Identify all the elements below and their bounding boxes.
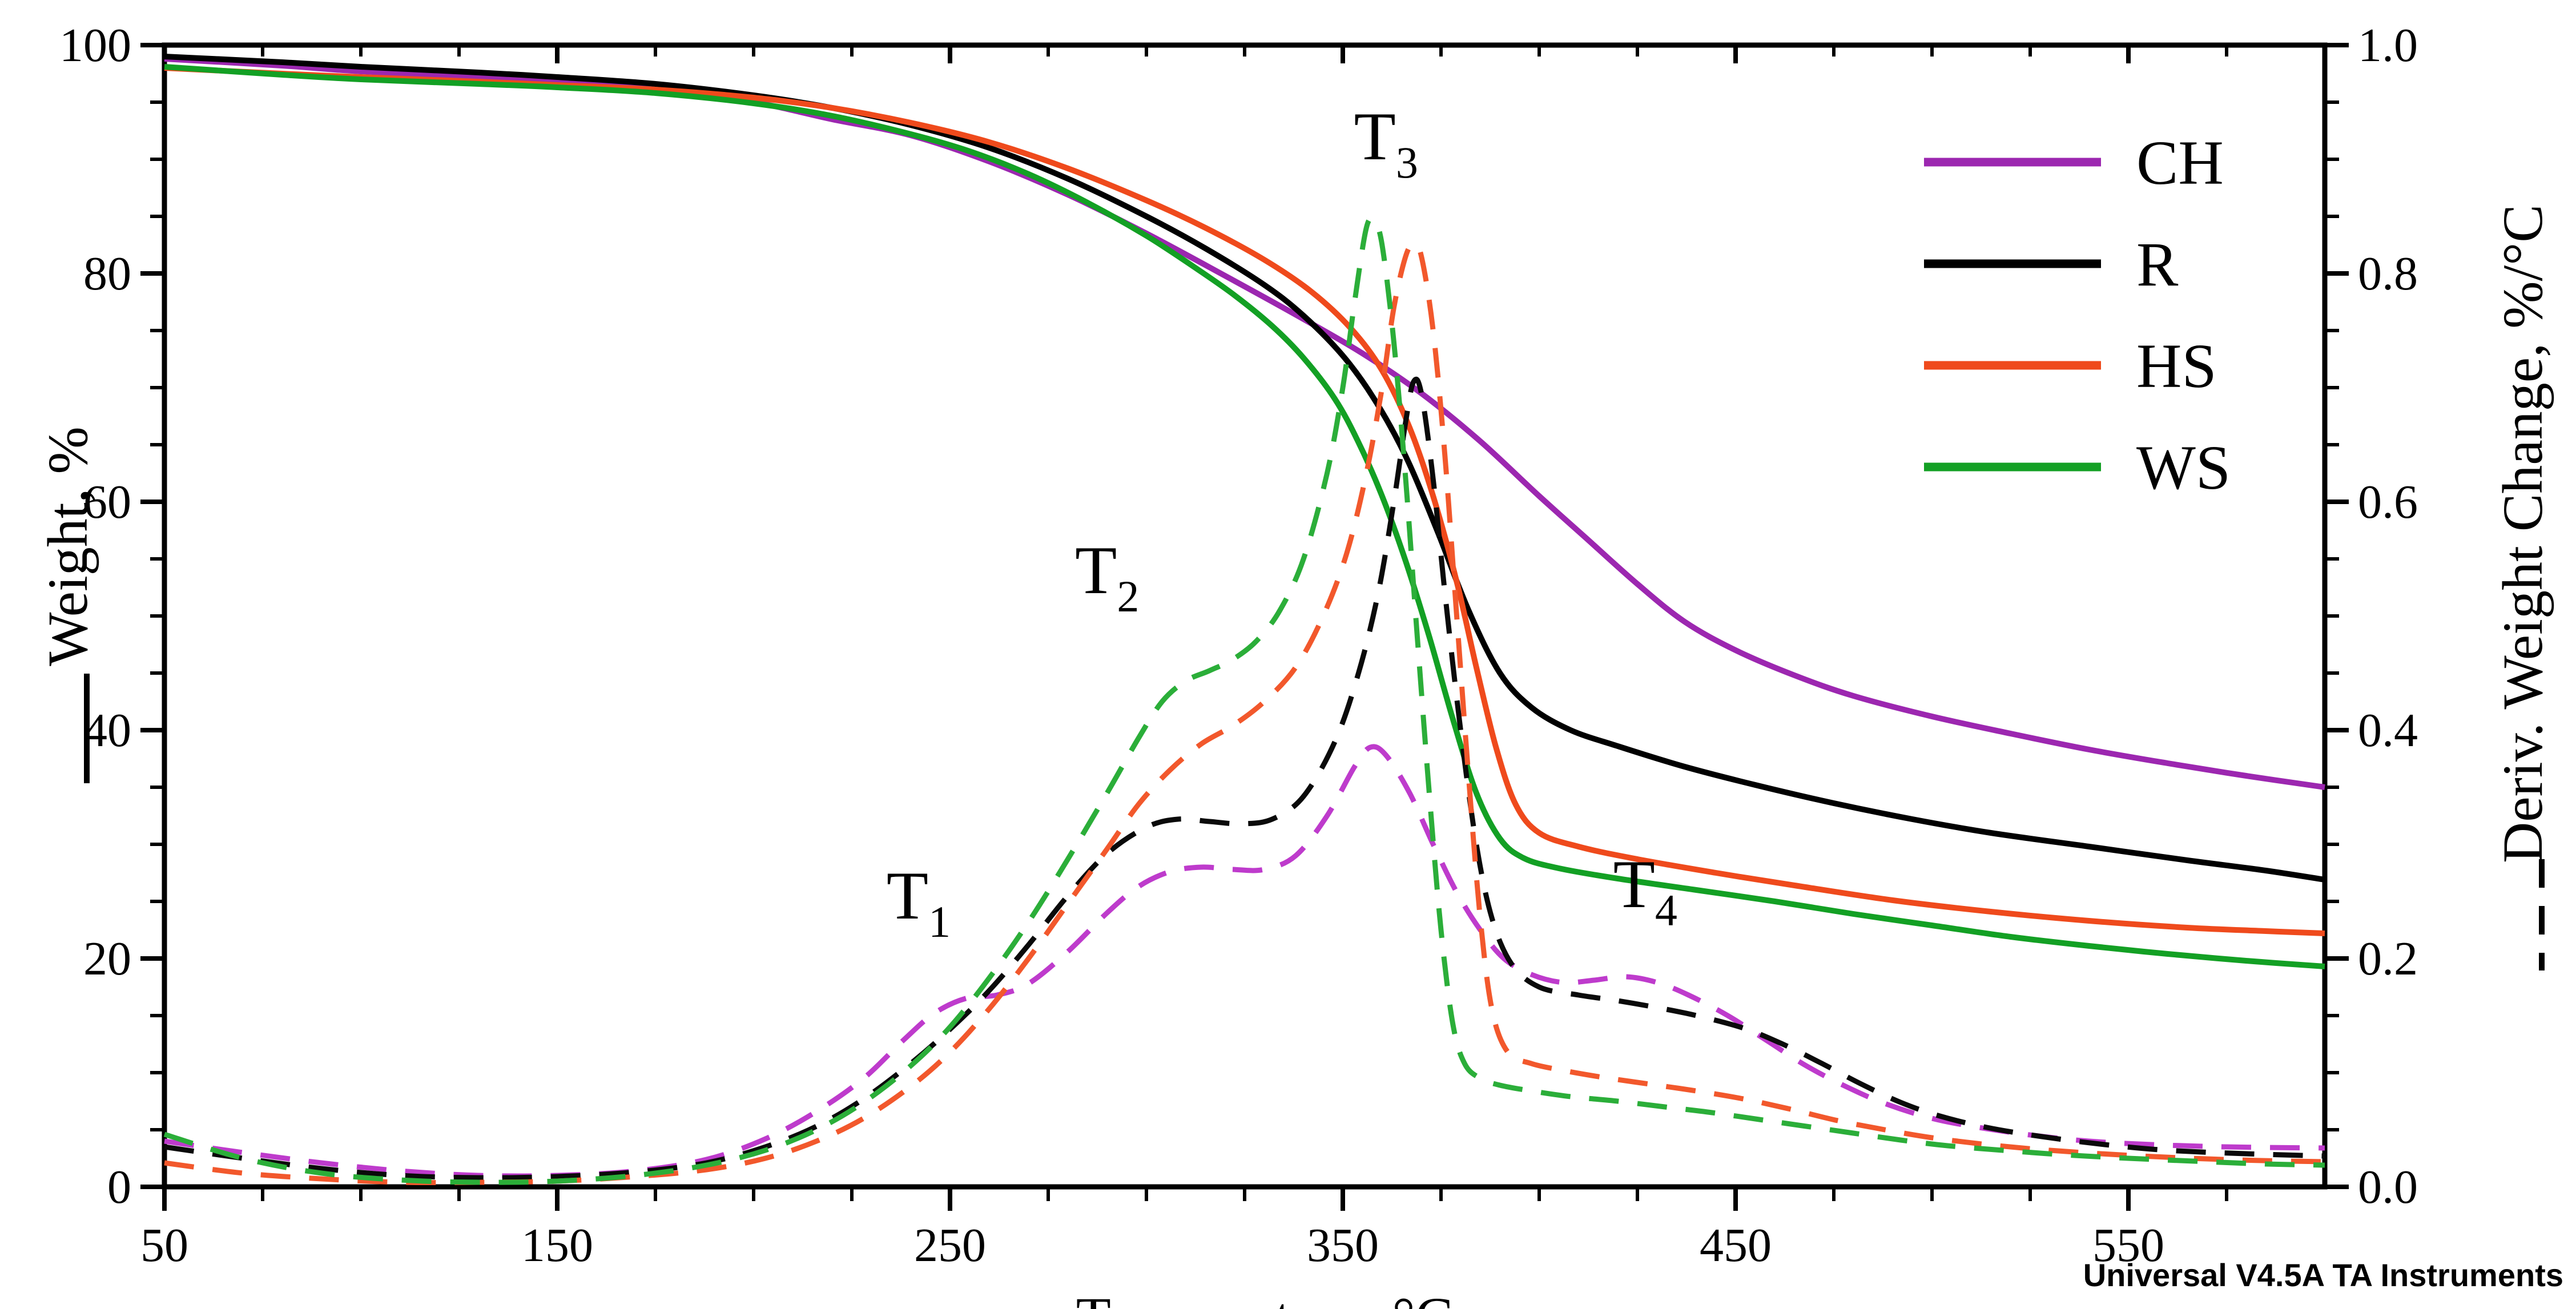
svg-text:150: 150 [521, 1219, 593, 1272]
annotation-t2: T2 [1075, 532, 1139, 621]
svg-text:1.0: 1.0 [2358, 19, 2418, 72]
svg-text:450: 450 [1700, 1219, 1772, 1272]
svg-text:550: 550 [2092, 1219, 2164, 1272]
curve-ch-weight [164, 56, 2325, 790]
annotation-t3: T3 [1354, 98, 1418, 187]
legend-item-ws: WS [1924, 433, 2231, 502]
svg-text:250: 250 [914, 1219, 986, 1272]
annotation-t4: T4 [1613, 846, 1677, 935]
svg-text:350: 350 [1307, 1219, 1379, 1272]
svg-text:50: 50 [140, 1219, 188, 1272]
svg-text:0: 0 [107, 1161, 131, 1214]
instrument-footer-note: Universal V4.5A TA Instruments [2083, 1257, 2563, 1293]
plot-frame [162, 42, 2328, 1190]
svg-text:0.8: 0.8 [2358, 247, 2418, 300]
legend-label-ws: WS [2136, 433, 2231, 502]
left-axis-title: Weight, % [36, 426, 99, 666]
axis-ticks [140, 43, 2349, 1211]
curve-hs-deriv [164, 242, 2325, 1186]
legend-item-r: R [1924, 229, 2179, 299]
curve-ws-deriv [163, 216, 2325, 1185]
peak-annotations: T1 T2 T3 T4 [887, 98, 1677, 946]
svg-text:60: 60 [83, 476, 131, 529]
legend-label-ch: CH [2136, 128, 2224, 198]
svg-text:40: 40 [83, 704, 131, 757]
svg-text:80: 80 [83, 247, 131, 300]
right-axis-title: Deriv. Weight Change, %/°C [2491, 204, 2554, 863]
svg-text:0.0: 0.0 [2358, 1161, 2418, 1214]
legend-label-r: R [2136, 229, 2179, 299]
curve-ws-weight [164, 64, 2325, 969]
curve-r-deriv [164, 376, 2325, 1181]
svg-text:0.4: 0.4 [2358, 704, 2418, 757]
legend-item-hs: HS [1924, 331, 2217, 401]
svg-text:20: 20 [83, 932, 131, 985]
svg-text:0.6: 0.6 [2358, 476, 2418, 529]
svg-text:100: 100 [59, 19, 131, 72]
legend-label-hs: HS [2136, 331, 2217, 401]
axis-tick-labels: 50 150 250 350 450 550 0 20 40 60 80 100 0.0 0.2 0.4 0.… [59, 19, 2418, 1272]
x-axis-title: Temperature, °C [1076, 1286, 1454, 1309]
annotation-t1: T1 [887, 857, 951, 946]
legend-item-ch: CH [1924, 128, 2224, 198]
curve-r-weight [164, 54, 2325, 883]
svg-text:0.2: 0.2 [2358, 932, 2418, 985]
curve-ch-deriv [164, 744, 2325, 1179]
curve-hs-weight [164, 65, 2325, 936]
legend: CH R HS WS [1924, 128, 2231, 502]
